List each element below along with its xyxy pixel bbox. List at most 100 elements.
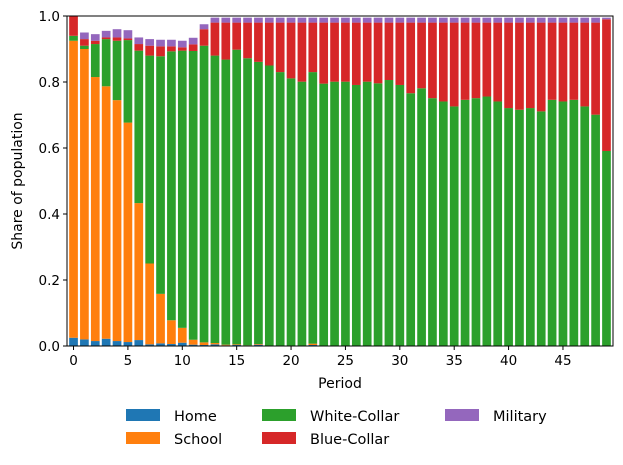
bar-white-collar-42 (525, 108, 535, 346)
bar-military-26 (351, 17, 361, 23)
bar-blue-collar-21 (297, 22, 307, 82)
bar-white-collar-18 (264, 65, 274, 346)
bar-school-6 (134, 203, 144, 341)
bar-military-44 (547, 17, 557, 23)
bar-military-5 (123, 30, 133, 39)
bar-white-collar-6 (134, 50, 144, 204)
bar-blue-collar-24 (330, 22, 339, 82)
x-tick-label: 15 (228, 353, 245, 369)
bar-white-collar-20 (286, 78, 296, 346)
bar-military-40 (504, 17, 513, 23)
bar-school-9 (167, 320, 176, 345)
legend-swatch-military (445, 409, 479, 421)
bar-blue-collar-42 (525, 22, 535, 109)
bar-school-4 (112, 100, 122, 342)
bar-white-collar-17 (254, 61, 263, 345)
bar-home-0 (69, 337, 78, 346)
bar-military-6 (134, 37, 144, 45)
bar-military-18 (264, 17, 274, 23)
y-tick-label: 0.8 (39, 75, 60, 91)
legend-swatch-white-collar (262, 409, 296, 421)
bar-white-collar-10 (177, 50, 187, 328)
bar-blue-collar-5 (123, 38, 133, 41)
bar-blue-collar-27 (362, 22, 372, 82)
bar-blue-collar-38 (482, 22, 492, 97)
bar-blue-collar-6 (134, 44, 144, 51)
bar-military-17 (254, 17, 263, 23)
legend-label-military: Military (493, 409, 547, 425)
plot-frame (66, 15, 614, 347)
bar-military-28 (373, 17, 383, 23)
bar-military-24 (330, 17, 339, 23)
bar-school-0 (69, 40, 78, 338)
bar-white-collar-7 (145, 55, 155, 264)
bar-white-collar-23 (319, 83, 329, 346)
bar-blue-collar-48 (591, 22, 600, 115)
bar-blue-collar-41 (515, 22, 524, 110)
bar-blue-collar-14 (221, 22, 231, 60)
bar-military-37 (471, 17, 481, 23)
bar-home-8 (156, 343, 165, 346)
bar-military-39 (493, 17, 503, 23)
bar-white-collar-28 (373, 83, 383, 346)
bar-white-collar-13 (210, 55, 220, 344)
bar-school-8 (156, 293, 165, 344)
x-tick-label: 5 (124, 353, 133, 369)
bar-white-collar-44 (547, 99, 557, 346)
bar-military-9 (167, 39, 176, 47)
x-tick-label: 25 (337, 353, 354, 369)
bar-blue-collar-13 (210, 22, 220, 56)
bar-military-10 (177, 40, 187, 48)
bar-blue-collar-37 (471, 22, 481, 99)
legend: Home School White-Collar Blue-Collar Militar… (126, 409, 547, 448)
bar-school-14 (221, 344, 231, 346)
bar-military-42 (525, 17, 535, 23)
x-tick-label: 10 (174, 353, 191, 369)
bar-school-3 (101, 86, 111, 339)
bar-blue-collar-45 (558, 22, 568, 102)
bar-school-15 (232, 344, 242, 346)
bar-blue-collar-19 (275, 22, 285, 73)
bar-home-7 (145, 344, 155, 346)
bar-white-collar-33 (428, 98, 437, 346)
bar-white-collar-49 (602, 150, 611, 346)
bar-military-32 (417, 17, 426, 23)
bar-blue-collar-35 (449, 22, 459, 107)
bar-white-collar-46 (569, 99, 579, 346)
bar-white-collar-22 (308, 72, 318, 344)
bar-blue-collar-29 (384, 22, 394, 81)
y-tick-label: 0.2 (39, 273, 60, 289)
bar-school-10 (177, 327, 187, 343)
bar-military-31 (406, 17, 416, 23)
legend-label-home: Home (174, 409, 217, 425)
bar-blue-collar-15 (232, 22, 242, 50)
bar-military-29 (384, 17, 394, 23)
bar-blue-collar-30 (395, 22, 405, 85)
bar-white-collar-29 (384, 80, 394, 346)
bar-blue-collar-4 (112, 37, 122, 41)
bar-school-2 (90, 77, 100, 342)
bar-white-collar-8 (156, 56, 165, 294)
bar-home-11 (188, 344, 198, 346)
bar-blue-collar-33 (428, 22, 437, 99)
x-tick-label: 0 (69, 353, 78, 369)
bar-white-collar-41 (515, 109, 524, 346)
bar-blue-collar-20 (286, 22, 296, 79)
bar-blue-collar-40 (504, 22, 513, 109)
bar-military-48 (591, 17, 600, 23)
legend-swatch-blue-collar (262, 432, 296, 444)
bar-military-27 (362, 17, 372, 23)
bars-layer (69, 16, 611, 346)
bar-white-collar-47 (580, 106, 590, 346)
bar-blue-collar-17 (254, 22, 263, 62)
bar-blue-collar-31 (406, 22, 416, 94)
bar-military-43 (536, 17, 546, 23)
bar-home-13 (210, 344, 220, 346)
bar-blue-collar-18 (264, 22, 274, 66)
bar-blue-collar-49 (602, 19, 611, 151)
bar-blue-collar-23 (319, 22, 329, 84)
bar-home-6 (134, 340, 144, 346)
bar-white-collar-27 (362, 81, 372, 346)
bar-white-collar-11 (188, 50, 198, 340)
